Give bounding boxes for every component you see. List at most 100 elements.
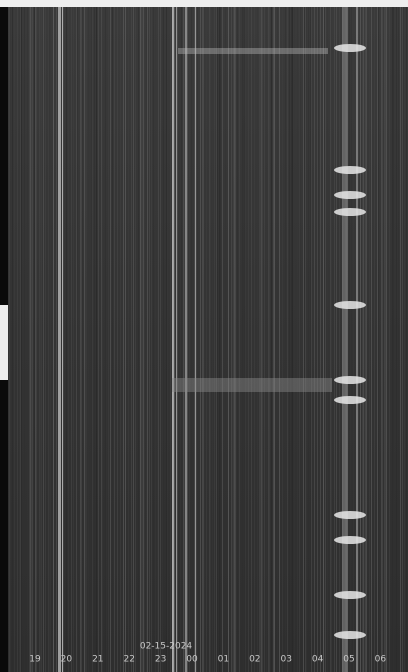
streak [271,7,272,672]
streak [48,7,49,672]
streak [29,7,30,672]
streak [268,7,269,672]
streak [358,7,359,672]
streak [377,7,378,672]
streak [157,7,158,672]
streak [334,7,335,672]
streak [144,7,145,672]
streak [237,7,238,672]
streak [96,7,97,672]
streak [14,7,15,672]
streak [353,7,354,672]
streak [350,7,351,672]
streak [155,7,156,672]
hour-label: 23 [155,655,166,665]
streak [77,7,78,672]
bright-spot [334,44,366,52]
streak [323,7,324,672]
streak [233,7,234,672]
streak [393,7,394,672]
streak [235,7,236,672]
streak [63,7,64,672]
streak [62,7,63,672]
streak [120,7,121,672]
streak [170,7,171,672]
streak [264,7,265,672]
streak [92,7,93,672]
streak [138,7,139,672]
streak [228,7,229,672]
streak [371,7,372,672]
streak [108,7,109,672]
streak [317,7,318,672]
streak [306,7,307,672]
streak [282,7,283,672]
bright-spot [334,376,366,384]
bright-spot [334,166,366,174]
streak [384,7,385,672]
streak [277,7,278,672]
streak [85,7,86,672]
streak [17,7,18,672]
streak [66,7,67,672]
bright-spot [334,591,366,599]
hour-label: 00 [186,655,198,665]
streak [114,7,115,672]
streak [110,7,111,672]
hour-label: 03 [280,655,291,665]
streak [35,7,36,672]
streak [43,7,44,672]
streak [117,7,118,672]
streak [86,7,87,672]
streak [56,7,57,672]
streak [225,7,226,672]
streak [234,7,235,672]
streak [260,7,261,672]
streak [266,7,267,672]
streak [204,7,205,672]
streak [220,7,221,672]
streak [404,7,405,672]
streak [212,7,213,672]
streak [231,7,232,672]
streak [342,7,348,672]
streak [34,7,35,672]
hour-label: 05 [343,655,354,665]
streak [402,7,403,672]
streak [91,7,92,672]
streak [191,7,192,672]
streak [94,7,95,672]
streak [167,7,168,672]
streak [210,7,211,672]
streak [236,7,237,672]
streak [396,7,397,672]
streak [351,7,352,672]
bright-spot [334,631,366,639]
streak [36,7,37,672]
streak [269,7,270,672]
streak [30,7,31,672]
streak [123,7,124,672]
streak [389,7,390,672]
streak [308,7,309,672]
streak [259,7,260,672]
streak [128,7,129,672]
streak [287,7,288,672]
glow-band [172,378,332,392]
streak [360,7,361,672]
streak [330,7,331,672]
streak [202,7,203,672]
streak [239,7,240,672]
streak [365,7,366,672]
hour-labels: 19 20 21 22 23 00 01 02 03 04 05 06 [29,655,386,665]
streak [349,7,350,672]
streak [40,7,41,672]
streak [19,7,20,672]
streak [184,7,185,672]
streak [177,7,178,672]
streak [185,7,187,672]
streak [209,7,210,672]
streak [88,7,89,672]
streak [297,7,298,672]
hour-label: 22 [123,655,134,665]
